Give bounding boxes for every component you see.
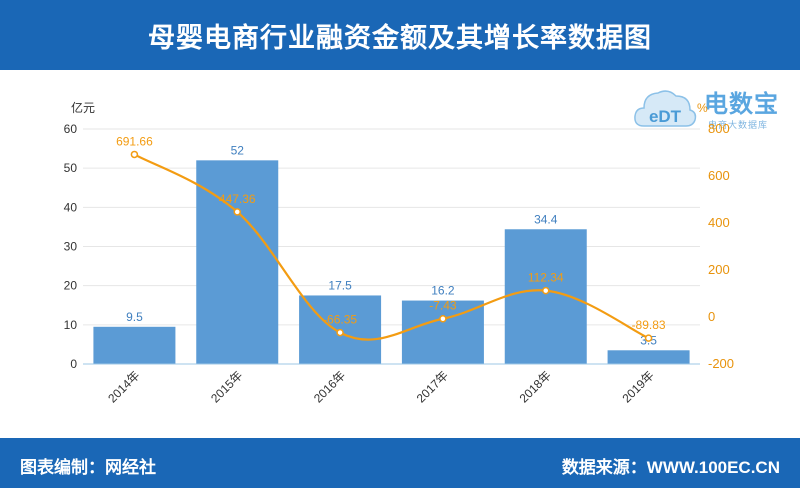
bar-value-label: 52: [231, 143, 245, 157]
line-point: [542, 286, 550, 295]
bar-value-label: 34.4: [534, 212, 558, 226]
footer-source: 数据来源：WWW.100EC.CN: [561, 458, 780, 477]
x-tick-label: 2018年: [517, 368, 554, 405]
bar-value-label: 9.5: [126, 310, 143, 324]
watermark-subtitle: 电商大数据库: [708, 120, 769, 130]
footer-bar: 图表编制：网经社 数据来源：WWW.100EC.CN: [0, 438, 800, 488]
y-left-tick-label: 50: [64, 161, 78, 175]
watermark-logo: eDT 电数宝 电商大数据库: [632, 80, 792, 135]
growth-rate-line: [133, 153, 650, 341]
y-right-tick-label: 400: [708, 215, 730, 230]
y-left-tick-label: 20: [64, 279, 78, 293]
x-tick-label: 2016年: [311, 368, 348, 405]
y-left-tick-label: 30: [64, 240, 78, 254]
line-point: [336, 328, 344, 337]
x-tick-label: 2019年: [619, 368, 656, 405]
y-left-tick-label: 0: [70, 357, 77, 371]
line-value-label: -7.43: [429, 299, 457, 313]
y-right-tick-label: -200: [708, 356, 734, 371]
line-point: [233, 208, 241, 216]
line-value-label: -66.35: [323, 313, 357, 327]
x-tick-label: 2017年: [414, 368, 451, 405]
cloud-logo-icon: eDT: [634, 90, 697, 127]
x-tick-label: 2015年: [208, 368, 245, 405]
x-tick-label: 2014年: [105, 368, 142, 405]
y-left-tick-label: 60: [64, 122, 78, 136]
line-value-label: 112.34: [528, 271, 564, 285]
line-point: [644, 334, 653, 342]
bar: [504, 229, 587, 364]
bar-value-label: 17.5: [328, 278, 352, 292]
y-right-tick-label: 800: [708, 121, 730, 136]
line-value-label: 447.36: [219, 192, 256, 206]
line-value-label: 691.66: [116, 134, 153, 148]
y-left-tick-label: 40: [64, 200, 78, 214]
y-right-tick-label: 200: [708, 262, 730, 277]
logo-text: eDT: [649, 107, 682, 126]
y-right-tick-label: 0: [708, 309, 715, 324]
bar: [196, 160, 279, 364]
y-left-unit: 亿元: [71, 100, 95, 115]
footer-credit: 图表编制：网经社: [20, 458, 156, 477]
line-point: [130, 150, 139, 159]
bar: [93, 326, 176, 364]
title-bar: 母婴电商行业融资金额及其增长率数据图: [0, 0, 800, 70]
watermark-name: 电数宝: [704, 91, 779, 118]
page-title: 母婴电商行业融资金额及其增长率数据图: [148, 22, 652, 53]
bar: [607, 350, 690, 364]
line-point: [439, 314, 447, 323]
y-left-tick-label: 10: [64, 318, 78, 332]
combo-chart: 0 10 20 30 40 50 60 亿元 -200 0 200 400 600 800% 9.5 52 17…: [64, 100, 734, 405]
y-right-tick-label: 600: [708, 168, 730, 183]
line-value-label: -89.83: [632, 318, 666, 332]
bar-value-label: 16.2: [431, 284, 455, 298]
y-right-unit: %: [697, 101, 708, 115]
